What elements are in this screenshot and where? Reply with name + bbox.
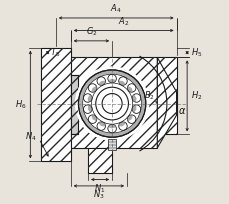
Wedge shape xyxy=(127,86,132,92)
Circle shape xyxy=(75,67,148,140)
Circle shape xyxy=(132,94,140,102)
Bar xyxy=(157,57,176,134)
Wedge shape xyxy=(98,81,105,85)
Circle shape xyxy=(127,115,135,123)
Circle shape xyxy=(107,74,116,83)
Bar xyxy=(71,75,78,134)
Text: $A_4$: $A_4$ xyxy=(110,2,121,14)
Bar xyxy=(41,48,71,161)
Bar xyxy=(107,139,116,150)
Wedge shape xyxy=(132,94,136,102)
Polygon shape xyxy=(157,57,176,148)
Circle shape xyxy=(132,105,140,113)
Wedge shape xyxy=(118,81,125,85)
Wedge shape xyxy=(118,122,125,126)
Bar xyxy=(157,57,176,134)
Circle shape xyxy=(127,84,135,92)
Circle shape xyxy=(102,94,122,114)
Bar xyxy=(71,57,157,148)
Circle shape xyxy=(82,74,141,133)
Bar xyxy=(88,148,112,173)
Bar xyxy=(71,57,157,148)
Text: $\alpha$: $\alpha$ xyxy=(178,106,186,116)
Text: $H_2$: $H_2$ xyxy=(190,90,201,102)
Text: $G_2$: $G_2$ xyxy=(85,26,97,38)
Text: $N_1$: $N_1$ xyxy=(94,182,105,195)
Circle shape xyxy=(78,70,145,137)
Circle shape xyxy=(97,77,105,85)
Wedge shape xyxy=(91,115,96,121)
Circle shape xyxy=(83,94,92,102)
Text: $B_2$: $B_2$ xyxy=(144,90,155,102)
Circle shape xyxy=(95,87,128,120)
Circle shape xyxy=(88,84,96,92)
Circle shape xyxy=(107,124,116,133)
Wedge shape xyxy=(127,115,132,121)
Text: $H_6$: $H_6$ xyxy=(15,98,27,111)
Wedge shape xyxy=(132,105,136,113)
Circle shape xyxy=(118,77,127,85)
Text: $N_4$: $N_4$ xyxy=(25,130,37,143)
Wedge shape xyxy=(87,94,92,102)
Wedge shape xyxy=(98,122,105,126)
Circle shape xyxy=(88,115,96,123)
Wedge shape xyxy=(108,124,116,129)
Circle shape xyxy=(118,122,127,130)
Text: $N_3$: $N_3$ xyxy=(93,189,104,201)
Circle shape xyxy=(93,85,130,122)
Wedge shape xyxy=(108,79,116,83)
Bar xyxy=(71,75,78,134)
Text: $H_5$: $H_5$ xyxy=(190,46,201,59)
Circle shape xyxy=(97,122,105,130)
Wedge shape xyxy=(87,105,92,113)
Bar xyxy=(41,48,71,161)
Wedge shape xyxy=(91,86,96,92)
Circle shape xyxy=(83,105,92,113)
Text: $A_2$: $A_2$ xyxy=(117,15,129,28)
Text: $T_5$: $T_5$ xyxy=(49,46,60,59)
Bar xyxy=(88,148,112,173)
